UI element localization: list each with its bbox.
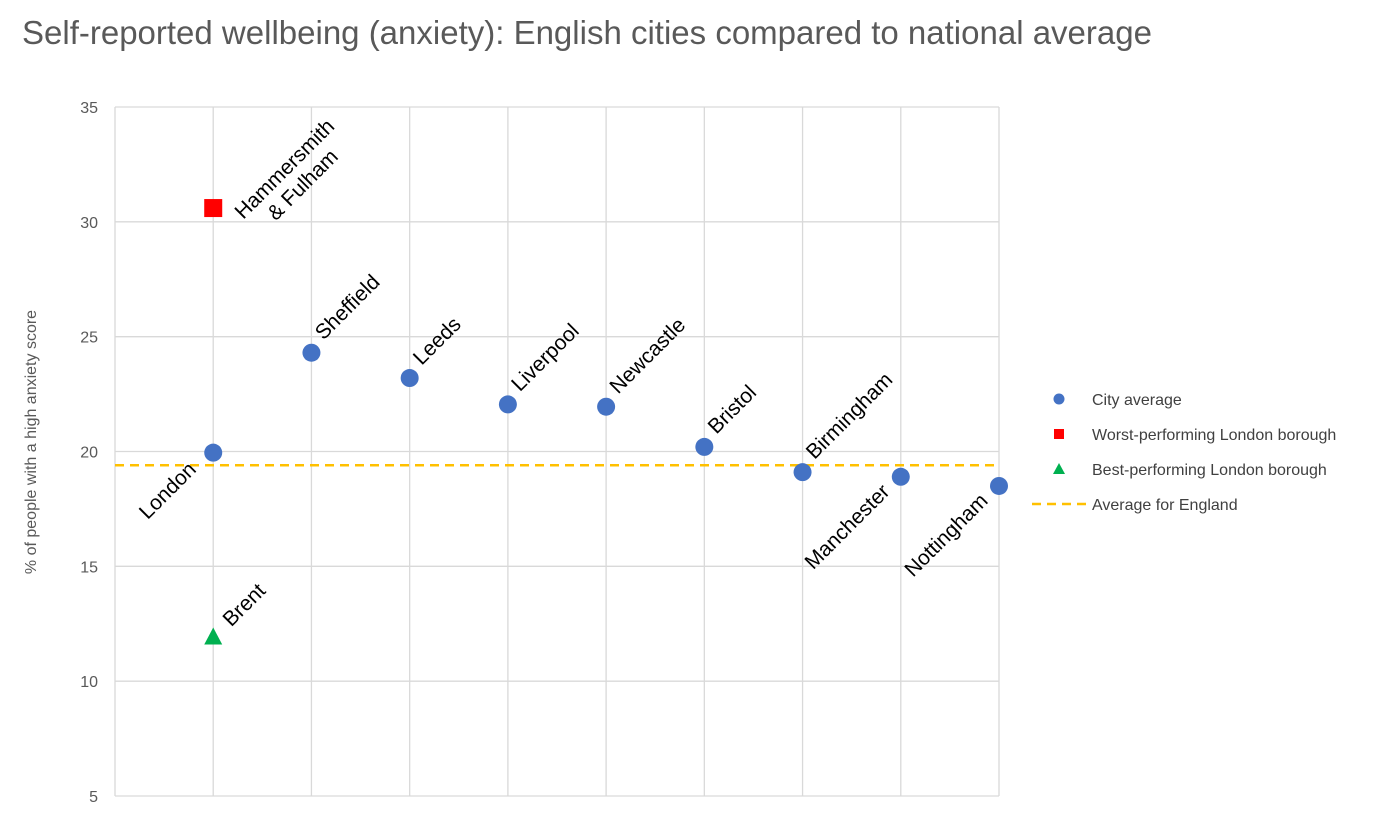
point-brent [204,627,223,645]
label-liverpool: Liverpool [507,319,584,396]
legend-circle-icon [1053,393,1065,405]
label-london: London [135,458,201,524]
label-manchester: Manchester [800,480,894,574]
y-axis: 5 10 15 20 25 30 35 % of people with a high anx… [23,100,98,806]
label-leeds: Leeds [409,313,466,370]
chart-title: Self-reported wellbeing (anxiety): Engli… [22,14,1152,51]
legend: City average Worst-performing London boro… [1032,392,1336,514]
y-tick-label: 35 [80,100,98,117]
y-axis-title: % of people with a high anxiety score [23,310,40,574]
label-sheffield: Sheffield [311,270,385,344]
label-brent: Brent [218,579,270,631]
point-liverpool [498,395,517,414]
legend-item-city-average: City average [1053,392,1182,409]
legend-label: Worst-performing London borough [1092,427,1336,444]
point-nottingham [990,476,1008,495]
point-manchester [891,467,910,486]
y-tick-label: 25 [80,330,98,347]
y-tick-label: 30 [80,215,98,232]
point-hammersmith-and-fulham [204,199,223,218]
data-points [204,199,1008,645]
legend-square-icon [1054,429,1064,439]
y-tick-label: 10 [80,674,98,691]
legend-item-worst-performing-london-borough: Worst-performing London borough [1054,427,1336,444]
point-london [204,443,223,462]
y-tick-label: 20 [80,445,98,462]
y-tick-label: 5 [89,789,98,806]
point-newcastle [597,397,616,416]
label-newcastle: Newcastle [605,313,690,398]
point-sheffield [302,343,321,362]
legend-label: Average for England [1092,497,1238,514]
point-bristol [695,437,714,456]
legend-label: Best-performing London borough [1092,462,1327,479]
y-tick-label: 15 [80,559,98,576]
legend-triangle-icon [1053,463,1065,474]
legend-item-average-for-england: Average for England [1032,497,1238,514]
point-leeds [400,369,419,388]
grid [114,106,1000,797]
legend-label: City average [1092,392,1182,409]
label-birmingham: Birmingham [802,368,897,463]
label-bristol: Bristol [704,381,762,439]
legend-item-best-performing-london-borough: Best-performing London borough [1053,462,1327,479]
label-nottingham: Nottingham [900,489,992,581]
point-birmingham [793,463,812,482]
